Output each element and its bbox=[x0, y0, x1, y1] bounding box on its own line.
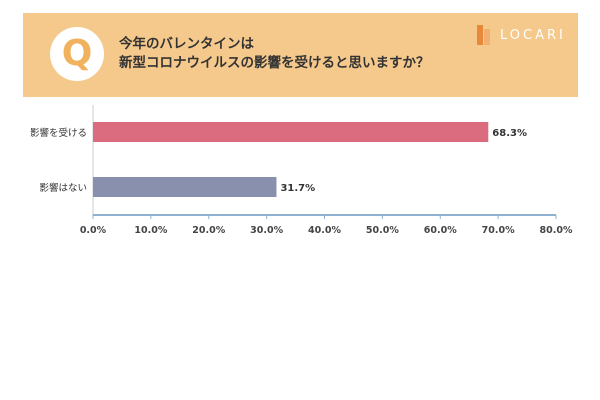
category-label: 影響を受ける bbox=[30, 127, 87, 139]
question-text: 今年のバレンタインは 新型コロナウイルスの影響を受けると思いますか？ bbox=[119, 35, 499, 73]
bar bbox=[93, 122, 489, 142]
value-label: 68.3% bbox=[492, 128, 527, 139]
x-tick-label: 70.0% bbox=[482, 225, 515, 236]
x-tick-label: 60.0% bbox=[424, 225, 457, 236]
x-tick-label: 10.0% bbox=[134, 225, 167, 236]
question-banner: Q 今年のバレンタインは 新型コロナウイルスの影響を受けると思いますか？ LOC… bbox=[23, 13, 578, 97]
value-label: 31.7% bbox=[280, 183, 315, 194]
x-tick-label: 80.0% bbox=[540, 225, 573, 236]
brand-logo: LOCARI bbox=[477, 24, 566, 46]
x-tick-label: 0.0% bbox=[80, 225, 107, 236]
brand-mark-icon bbox=[477, 25, 491, 45]
x-tick-label: 50.0% bbox=[366, 225, 399, 236]
x-tick-label: 30.0% bbox=[250, 225, 283, 236]
category-label: 影響はない bbox=[39, 182, 87, 194]
x-tick-label: 20.0% bbox=[192, 225, 225, 236]
x-tick-label: 40.0% bbox=[308, 225, 341, 236]
brand-name: LOCARI bbox=[500, 27, 566, 43]
question-line-2: 新型コロナウイルスの影響を受けると思いますか？ bbox=[119, 55, 430, 71]
q-badge: Q bbox=[50, 27, 104, 81]
bar bbox=[93, 177, 277, 197]
question-line-1: 今年のバレンタインは bbox=[119, 36, 254, 52]
